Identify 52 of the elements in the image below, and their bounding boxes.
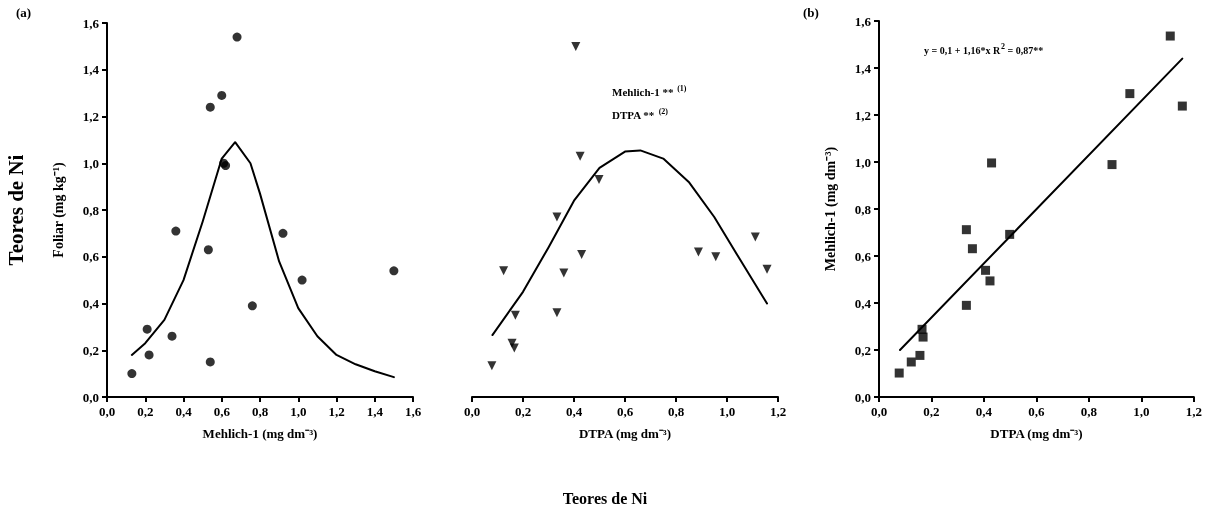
x-tick-label: 0,4 — [975, 404, 993, 419]
y-tick-label: 0,2 — [854, 342, 871, 358]
x-tick-label: 0,0 — [870, 404, 888, 419]
y-tick-label: 1,0 — [854, 154, 871, 170]
x-axis-title: Mehlich-1 (mg dm⁻³) — [202, 426, 318, 441]
text: Teores de Ni — [4, 154, 28, 266]
x-tick-label: 0,8 — [1080, 404, 1098, 419]
x-tick-label: 1,6 — [404, 404, 422, 419]
x-axis-title: DTPA (mg dm⁻³) — [578, 426, 672, 441]
y-tick-label: 1,6 — [82, 15, 100, 31]
x-tick-label: 1,0 — [290, 404, 307, 419]
y-tick-label: 0,8 — [82, 202, 100, 218]
x-tick-label: 0,8 — [251, 404, 269, 419]
x-tick-label: 1,0 — [1133, 404, 1150, 419]
x-tick-label: 0,6 — [616, 404, 634, 419]
y-tick-label: 0,0 — [82, 389, 99, 405]
y-tick-label: 0,6 — [82, 249, 100, 265]
y-tick-label: 1,2 — [854, 107, 871, 123]
y-tick-label: 1,2 — [82, 109, 99, 124]
x-tick-label: 1,2 — [769, 404, 787, 419]
x-tick-label: 1,2 — [328, 404, 345, 419]
x-axis-title: DTPA (mg dm⁻³) — [990, 426, 1083, 441]
y-axis-title: Foliar (mg kg⁻¹) — [50, 162, 67, 258]
x-tick-label: 0,0 — [98, 404, 116, 419]
x-tick-label: 1,0 — [718, 404, 736, 419]
x-tick-label: 0,6 — [213, 404, 231, 419]
x-tick-label: 0,6 — [1028, 404, 1046, 419]
y-tick-label: 0,8 — [854, 201, 872, 217]
x-tick-label: 0,2 — [514, 404, 532, 419]
y-tick-label: 0,0 — [854, 389, 871, 405]
y-tick-label: 0,4 — [82, 296, 100, 311]
y-tick-label: 1,0 — [82, 155, 99, 171]
x-tick-label: 0,4 — [565, 404, 583, 419]
x-tick-label: 0,8 — [667, 404, 685, 419]
x-tick-label: 1,4 — [366, 404, 384, 419]
y-tick-label: 0,4 — [854, 295, 872, 311]
text: (a) — [16, 4, 32, 20]
text: (b) — [803, 4, 819, 20]
y-tick-label: 0,2 — [82, 342, 99, 358]
annotation: DTPA ** (2) — [612, 106, 669, 121]
y-tick-label: 0,6 — [854, 248, 872, 264]
text: Teores de Ni — [562, 489, 648, 507]
y-tick-label: 1,4 — [854, 60, 872, 76]
x-tick-label: 1,2 — [1185, 404, 1202, 419]
x-tick-label: 0,2 — [137, 404, 154, 419]
annotation: Mehlich-1 ** (1) — [612, 83, 687, 98]
y-tick-label: 1,6 — [854, 13, 872, 29]
x-tick-label: 0,0 — [463, 404, 481, 419]
x-tick-label: 0,4 — [175, 404, 193, 419]
y-axis-title: Mehlich-1 (mg dm⁻³) — [822, 146, 839, 272]
x-tick-label: 0,2 — [923, 404, 940, 419]
y-tick-label: 1,4 — [82, 62, 100, 78]
